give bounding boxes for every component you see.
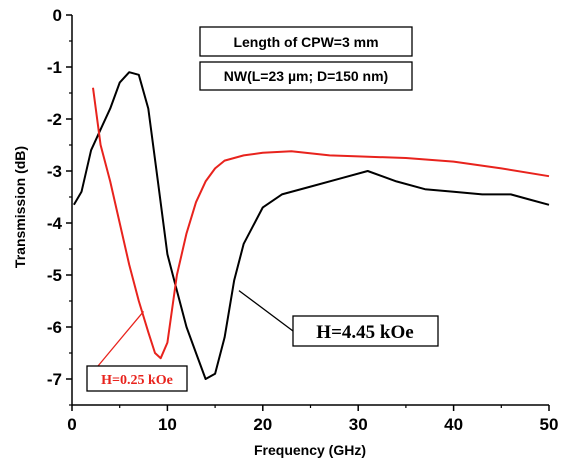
x-tick-label: 30 [349,415,368,434]
annotation-cpw-length: Length of CPW=3 mm [199,26,413,57]
x-tick-label: 10 [158,415,177,434]
series-label-text: H=4.45 kOe [316,322,413,343]
leader-line [97,310,145,367]
y-tick-label: -2 [47,110,62,129]
series-label-box [292,315,439,347]
y-tick-label: -7 [47,370,62,389]
y-tick-label: -4 [47,214,63,233]
annotation-text: Length of CPW=3 mm [233,34,378,50]
x-tick-label: 20 [253,415,272,434]
annotation-text: NW(L=23 µm; D=150 nm) [224,68,388,84]
x-tick-label: 0 [67,415,76,434]
y-tick-label: -1 [47,58,62,77]
series-line-1 [92,87,550,360]
annotation-box [199,26,413,57]
series-label-red: H=0.25 kOe [86,365,188,392]
leader-line [238,290,294,332]
x-tick-label: 40 [444,415,463,434]
y-tick-label: 0 [53,6,62,25]
y-tick-label: -6 [47,318,62,337]
series-label-box [86,365,188,392]
y-axis-label: Transmission (dB) [12,146,28,268]
y-tick-label: -3 [47,162,62,181]
annotation-box [199,61,413,91]
y-tick-label: -5 [47,266,62,285]
x-tick-label: 50 [540,415,559,434]
x-axis-label: Frequency (GHz) [254,442,366,458]
series-label-black: H=4.45 kOe [292,315,439,347]
series-line-0 [73,71,550,380]
annotation-nanowire: NW(L=23 µm; D=150 nm) [199,61,413,91]
plot-area: 0 10 20 30 40 50 0 -1 -2 -3 -4 -5 -6 -7 [47,6,559,434]
series-label-text: H=0.25 kOe [101,373,173,388]
